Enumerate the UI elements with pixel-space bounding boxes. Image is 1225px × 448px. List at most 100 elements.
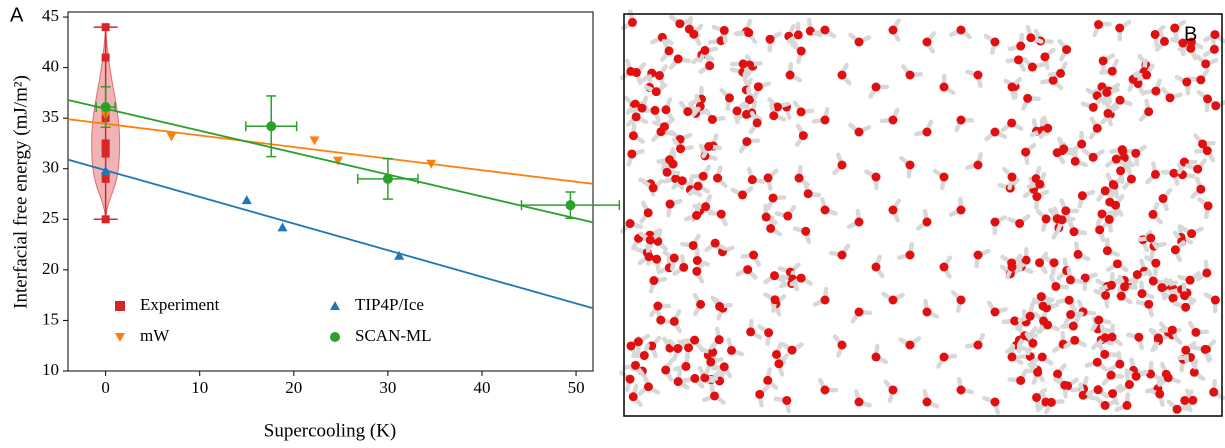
oxygen [1100,349,1110,359]
oxygen [1111,154,1121,164]
oxygen [693,181,703,191]
oxygen [773,102,783,112]
oxygen [1038,301,1048,311]
oxygen [1202,146,1212,156]
oxygen [1163,373,1173,383]
marker [101,149,110,158]
oxygen [710,238,720,248]
legend-label: SCAN-ML [355,326,432,345]
oxygen [630,360,640,370]
marker [309,136,320,146]
oxygen [871,262,881,272]
oxygen [765,34,775,44]
oxygen [774,359,784,369]
oxygen [956,385,966,395]
panel-label: A [10,4,24,26]
oxygen [719,25,729,35]
oxygen [990,397,1000,407]
oxygen [1196,75,1206,85]
oxygen [1069,227,1079,237]
oxygen [700,45,710,55]
oxygen [1049,258,1059,268]
oxygen [719,362,729,372]
oxygen [990,127,1000,137]
oxygen [1037,352,1047,362]
oxygen [1137,289,1147,299]
oxygen [713,173,723,183]
oxygen [888,205,898,215]
oxygen [738,59,748,69]
oxygen [956,295,966,305]
oxygen [664,46,674,56]
oxygen [1077,139,1087,149]
oxygen [763,173,773,183]
oxygen [1094,315,1104,325]
oxygen [1155,389,1165,399]
marker [101,139,110,148]
x-tick-label: 30 [379,378,396,397]
marker [100,102,111,113]
oxygen [690,335,700,345]
oxygen [1181,302,1191,312]
oxygen [1092,357,1102,367]
oxygen [783,211,793,221]
oxygen [1032,192,1042,202]
legend-label: mW [140,326,170,345]
oxygen [1211,101,1221,111]
oxygen [1093,20,1103,30]
oxygen [1107,66,1117,76]
oxygen [763,375,773,385]
oxygen [683,107,693,117]
oxygen [1122,400,1132,410]
oxygen [973,160,983,170]
oxygen [939,352,949,362]
oxygen [854,307,864,317]
oxygen [939,82,949,92]
oxygen [1203,201,1213,211]
oxygen [1057,215,1067,225]
oxygen [1170,23,1180,33]
oxygen [1142,70,1152,80]
marker [333,156,344,166]
oxygen [665,155,675,165]
oxygen [1148,209,1158,219]
oxygen [639,351,649,361]
oxygen [676,144,686,154]
oxygen [1070,335,1080,345]
oxygen [1059,144,1069,154]
oxygen [1048,75,1058,85]
oxygen [956,115,966,125]
marker [166,132,177,142]
oxygen [692,256,702,266]
oxygen [1106,280,1116,290]
oxygen [698,171,708,181]
oxygen [647,341,657,351]
marker [115,333,125,342]
y-tick-label: 20 [42,259,59,278]
oxygen [1015,218,1025,228]
y-tick-label: 25 [42,208,59,227]
oxygen [956,25,966,35]
x-tick-label: 20 [285,378,302,397]
oxygen [796,46,806,56]
oxygen [643,208,653,218]
oxygen [1112,259,1122,269]
oxygen [1027,62,1037,72]
x-axis-label: Supercooling (K) [264,420,396,441]
oxygen [753,82,763,92]
oxygen [769,111,779,121]
oxygen [749,250,759,260]
oxygen [1188,395,1198,405]
oxygen [1111,200,1121,210]
oxygen [1115,95,1125,105]
oxygen [854,397,864,407]
oxygen [648,183,658,193]
oxygen [796,273,806,283]
y-tick-label: 40 [42,57,59,76]
oxygen [715,301,725,311]
oxygen [631,68,641,78]
oxygen [625,219,635,229]
oxygen [905,160,915,170]
oxygen [1053,369,1063,379]
oxygen [656,127,666,137]
